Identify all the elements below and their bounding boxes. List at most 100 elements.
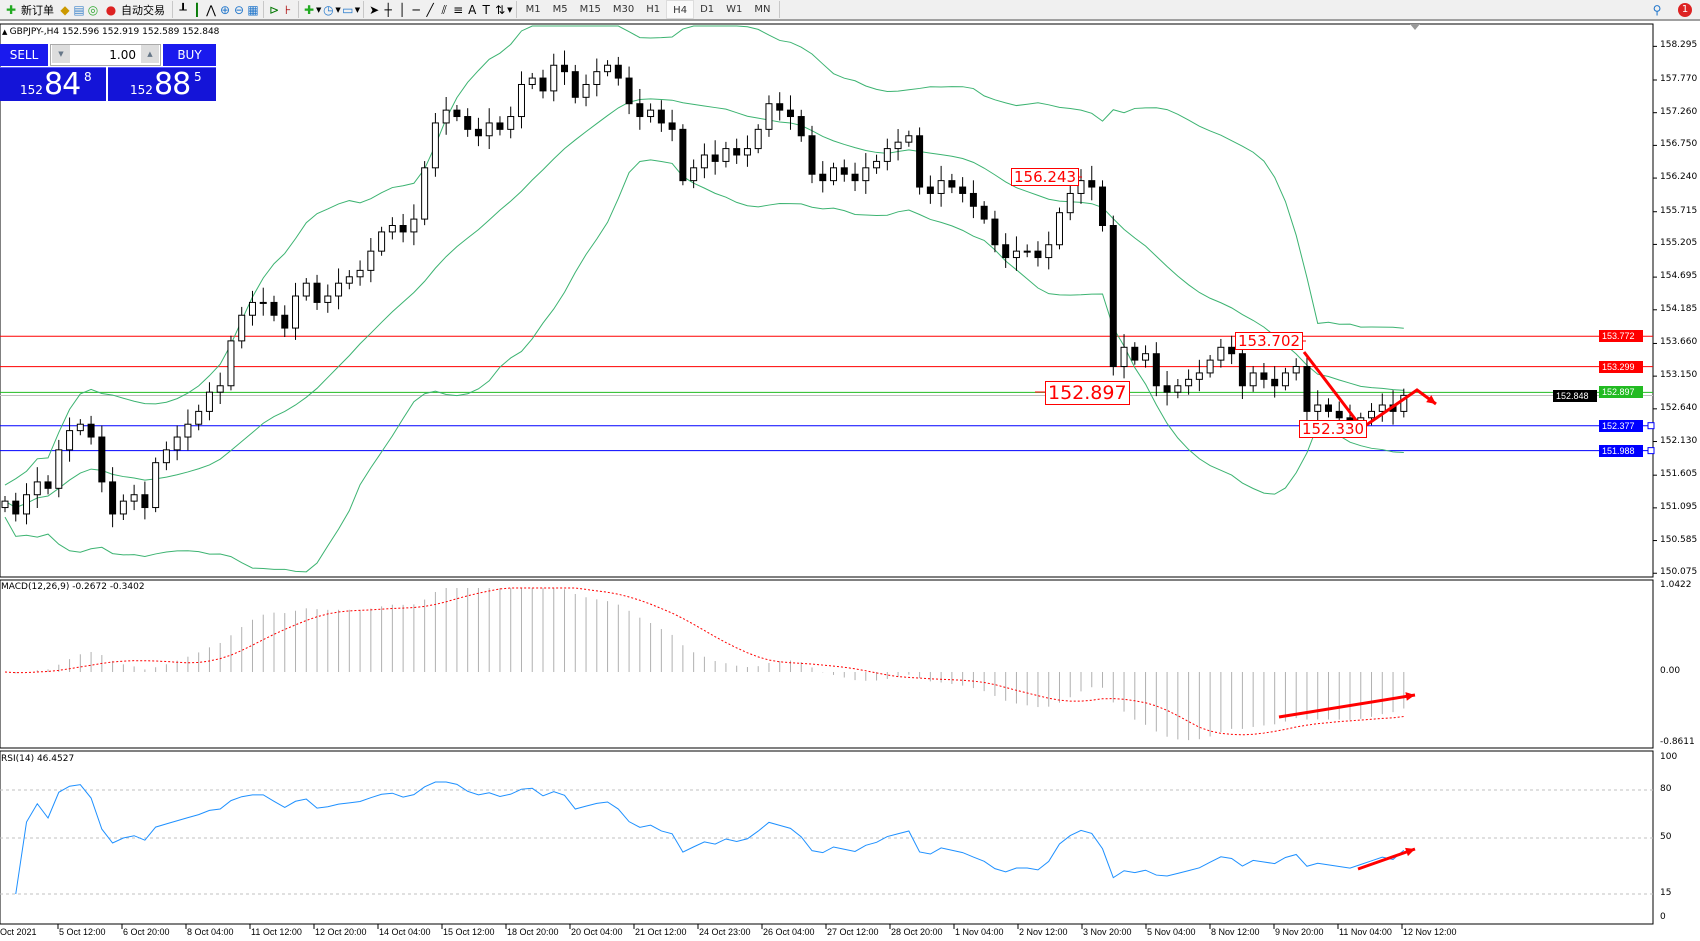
auto-trading-button[interactable]: ● 自动交易 [105, 2, 165, 17]
periods-icon[interactable]: ◷ [323, 2, 334, 17]
candlestick-icon[interactable]: ┃ [193, 2, 201, 17]
bull-candle-body [862, 167, 870, 182]
bear-candle-body [657, 109, 665, 124]
search-icon[interactable]: ⚲ [1652, 2, 1662, 17]
bull-candle-body [690, 167, 698, 182]
bear-candle-body [1303, 366, 1311, 412]
price-annotation[interactable]: 152.897 [1045, 381, 1130, 405]
time-axis-label: 5 Oct 12:00 [59, 927, 106, 937]
candle [614, 56, 622, 86]
candle [141, 481, 149, 520]
candle [561, 50, 569, 85]
candle [173, 425, 181, 461]
dropdown-arrow-icon[interactable]: ▼ [316, 5, 322, 14]
timeframe-mn[interactable]: MN [754, 4, 771, 15]
dropdown-arrow-icon[interactable]: ▼ [335, 5, 341, 14]
templates-icon[interactable]: ▭ [342, 2, 354, 17]
candle [195, 404, 203, 431]
candle [388, 217, 396, 240]
timeframe-m15[interactable]: M15 [579, 4, 601, 15]
bull-candle-body [1217, 346, 1225, 361]
buy-price[interactable]: 152 88 5 [108, 67, 216, 102]
new-order-button[interactable]: ✚ 新订单 [5, 2, 54, 17]
candle [507, 106, 515, 139]
timeframe-h4[interactable]: H4 [666, 0, 695, 19]
timeframe-d1[interactable]: D1 [700, 4, 715, 15]
bull-candle-body [1045, 244, 1053, 259]
text-icon[interactable]: A [468, 2, 477, 17]
candle [582, 74, 590, 107]
bull-candle-body [873, 160, 881, 169]
bear-candle-body [496, 122, 504, 130]
time-axis-label: 28 Oct 20:00 [891, 927, 943, 937]
terminal-icon[interactable]: ▤ [73, 2, 85, 17]
lot-decrease-button[interactable]: ▼ [52, 45, 70, 63]
price-axis-label: 151.605 [1660, 469, 1698, 480]
horizontal-line-icon[interactable]: ─ [412, 2, 420, 17]
price-annotation[interactable]: 153.702 [1235, 332, 1304, 350]
bear-candle-body [808, 135, 816, 175]
notification-badge[interactable]: 1 [1678, 2, 1692, 17]
equidistant-channel-icon[interactable]: ⫽ [441, 2, 447, 17]
autoscroll-icon[interactable]: ⊳ [268, 2, 280, 17]
time-axis-label: 2 Nov 12:00 [1019, 927, 1068, 937]
candle [55, 439, 63, 498]
lot-size-input[interactable]: 1.00 [50, 44, 161, 66]
tile-windows-icon[interactable]: ▦ [247, 2, 259, 17]
timeframe-m30[interactable]: M30 [612, 4, 635, 15]
navigator-icon[interactable]: ◆ [60, 2, 70, 17]
price-annotation[interactable]: 156.243 [1011, 168, 1080, 186]
candle [1088, 165, 1096, 201]
timeframe-w1[interactable]: W1 [726, 4, 743, 15]
trendline-icon[interactable]: ╱ [426, 2, 434, 17]
crosshair-icon[interactable]: ┼ [384, 2, 392, 17]
candle [786, 95, 794, 130]
dropdown-arrow-icon[interactable]: ▼ [507, 5, 513, 14]
sell-price[interactable]: 152 84 8 [0, 67, 106, 102]
fibonacci-icon[interactable]: ≡ [453, 2, 464, 17]
candle [345, 270, 353, 290]
time-axis-label: 18 Oct 20:00 [507, 927, 559, 937]
buy-price-prefix: 152 [130, 83, 153, 97]
sell-button[interactable]: SELL [0, 44, 48, 66]
cursor-icon[interactable]: ➤ [369, 2, 380, 17]
bull-candle-body [1012, 250, 1020, 259]
candle [604, 60, 612, 77]
arrows-icon[interactable]: ⇅ [495, 2, 506, 17]
vertical-line-icon[interactable]: │ [398, 2, 406, 17]
dropdown-arrow-icon[interactable]: ▼ [354, 5, 361, 14]
candle [1152, 342, 1160, 397]
candle [442, 96, 450, 135]
candle [517, 71, 525, 129]
indicators-icon[interactable]: ✚ [303, 2, 315, 17]
bear-candle-body [571, 71, 579, 98]
text-label-icon[interactable]: T [482, 2, 490, 17]
bull-candle-body [1314, 404, 1322, 412]
bull-candle-body [205, 391, 213, 412]
candle [98, 425, 106, 493]
candle [937, 165, 945, 207]
candle [431, 113, 439, 177]
zoom-out-icon[interactable]: ⊖ [233, 2, 245, 17]
bear-candle-body [464, 116, 472, 130]
chart-header: ▲ GBPJPY-,H4 152.596 152.919 152.589 152… [2, 27, 220, 37]
chart-shift-icon[interactable]: ⊦ [284, 2, 292, 17]
line-chart-icon[interactable]: ⋀ [206, 2, 216, 17]
bear-candle-body [959, 186, 967, 194]
candle [700, 143, 708, 179]
timeframe-m1[interactable]: M1 [525, 4, 541, 15]
candle [1271, 366, 1279, 398]
signals-icon[interactable]: ◎ [87, 2, 99, 17]
time-axis-label: 8 Nov 12:00 [1211, 927, 1260, 937]
timeframe-m5[interactable]: M5 [552, 4, 568, 15]
timeframe-h1[interactable]: H1 [646, 4, 661, 15]
bar-chart-icon[interactable]: ┸ [179, 2, 187, 17]
lot-increase-button[interactable]: ▲ [141, 45, 159, 63]
candle [991, 210, 999, 253]
buy-button[interactable]: BUY [163, 44, 216, 66]
price-annotation[interactable]: 152.330 [1299, 420, 1368, 438]
bear-candle-body [636, 103, 644, 118]
bull-candle-body [722, 148, 730, 162]
zoom-in-icon[interactable]: ⊕ [219, 2, 231, 17]
